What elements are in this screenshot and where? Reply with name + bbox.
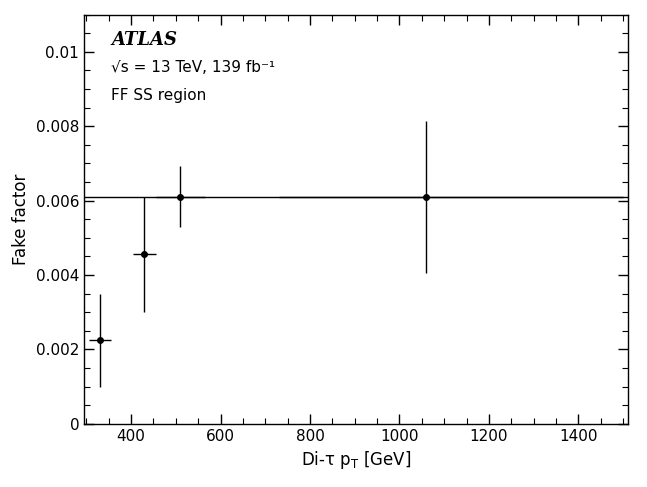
Text: ATLAS: ATLAS bbox=[111, 31, 177, 49]
Text: √s = 13 TeV, 139 fb⁻¹: √s = 13 TeV, 139 fb⁻¹ bbox=[111, 59, 276, 75]
X-axis label: Di-τ p$_{\rm T}$ [GeV]: Di-τ p$_{\rm T}$ [GeV] bbox=[301, 449, 411, 471]
Text: FF SS region: FF SS region bbox=[111, 88, 206, 103]
Y-axis label: Fake factor: Fake factor bbox=[12, 173, 30, 265]
